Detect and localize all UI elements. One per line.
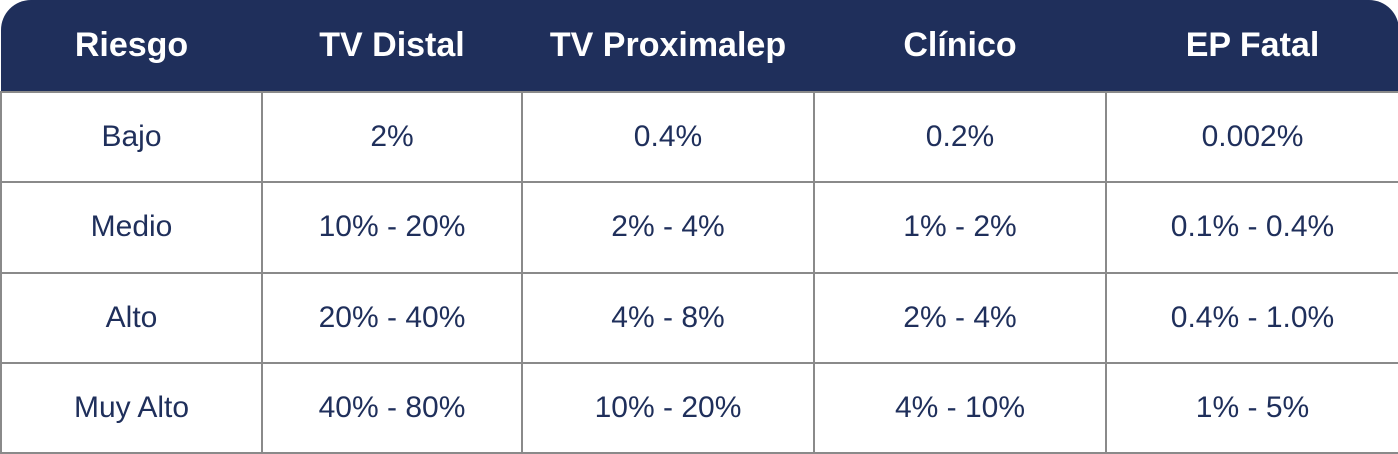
cell-riesgo: Muy Alto — [0, 361, 263, 454]
header-tv-proximal: TV Proximalep — [522, 0, 814, 92]
cell-ep-fatal: 0.1% - 0.4% — [1105, 181, 1398, 274]
cell-tv-distal: 2% — [261, 90, 523, 184]
table-row: Alto 20% - 40% 4% - 8% 2% - 4% 0.4% - 1.… — [0, 271, 1398, 364]
cell-clinico: 1% - 2% — [813, 181, 1107, 274]
header-row: Riesgo TV Distal TV Proximalep Clínico E… — [1, 0, 1398, 92]
cell-ep-fatal: 1% - 5% — [1105, 361, 1398, 454]
cell-tv-proximal: 0.4% — [521, 90, 815, 184]
cell-tv-proximal: 4% - 8% — [521, 271, 815, 364]
cell-clinico: 0.2% — [813, 90, 1107, 184]
cell-tv-distal: 40% - 80% — [261, 361, 523, 454]
cell-tv-proximal: 10% - 20% — [521, 361, 815, 454]
table-row: Medio 10% - 20% 2% - 4% 1% - 2% 0.1% - 0… — [0, 181, 1398, 274]
cell-tv-distal: 20% - 40% — [261, 271, 523, 364]
cell-riesgo: Bajo — [0, 90, 263, 184]
table-row: Muy Alto 40% - 80% 10% - 20% 4% - 10% 1%… — [0, 361, 1398, 454]
cell-ep-fatal: 0.002% — [1105, 90, 1398, 184]
header-ep-fatal: EP Fatal — [1106, 0, 1398, 92]
cell-tv-proximal: 2% - 4% — [521, 181, 815, 274]
header-tv-distal: TV Distal — [262, 0, 522, 92]
table-row: Bajo 2% 0.4% 0.2% 0.002% — [0, 90, 1398, 184]
table-body: Bajo 2% 0.4% 0.2% 0.002% Medio 10% - 20%… — [0, 90, 1398, 454]
cell-clinico: 4% - 10% — [813, 361, 1107, 454]
header-riesgo: Riesgo — [1, 0, 262, 92]
table-header: Riesgo TV Distal TV Proximalep Clínico E… — [1, 0, 1398, 92]
cell-riesgo: Medio — [0, 181, 263, 274]
cell-tv-distal: 10% - 20% — [261, 181, 523, 274]
cell-ep-fatal: 0.4% - 1.0% — [1105, 271, 1398, 364]
cell-riesgo: Alto — [0, 271, 263, 364]
header-clinico: Clínico — [814, 0, 1106, 92]
cell-clinico: 2% - 4% — [813, 271, 1107, 364]
